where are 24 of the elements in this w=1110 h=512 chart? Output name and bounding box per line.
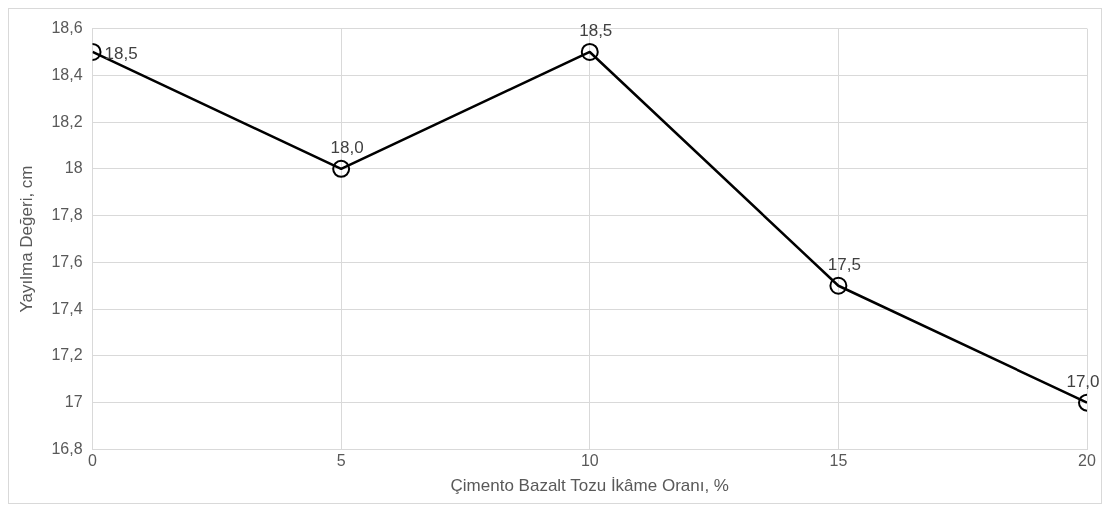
- y-tick-label: 18,4: [51, 65, 83, 83]
- data-label: 18,0: [330, 138, 364, 158]
- y-tick-label: 18,6: [51, 19, 83, 37]
- point: [332, 159, 351, 178]
- y-tick-label: 17,8: [51, 206, 83, 224]
- x-tick-label: 15: [829, 452, 848, 470]
- y-tick-label: 17,4: [51, 299, 83, 317]
- x-tick-label: 0: [88, 452, 98, 470]
- point: [580, 42, 599, 61]
- y-tick-label: 18,2: [51, 112, 83, 130]
- data-label: 18,5: [104, 43, 138, 63]
- x-tick-label: 20: [1078, 452, 1096, 470]
- x-axis-title: Çimento Bazalt Tozu İkâme Oranı, %: [450, 476, 729, 496]
- y-axis-title: Yayılma Değeri, cm: [16, 165, 36, 313]
- data-label: 17,5: [827, 254, 861, 274]
- y-tick-label: 17,2: [51, 346, 83, 364]
- y-tick-label: 17: [64, 393, 83, 411]
- x-tick-label: 10: [580, 452, 599, 470]
- y-tick-label: 16,8: [51, 439, 83, 457]
- y-tick-label: 17,6: [51, 252, 83, 270]
- data-label: 17,0: [1066, 371, 1100, 391]
- data-label: 18,5: [579, 21, 613, 41]
- y-tick-label: 18: [64, 159, 83, 177]
- x-tick-label: 5: [336, 452, 346, 470]
